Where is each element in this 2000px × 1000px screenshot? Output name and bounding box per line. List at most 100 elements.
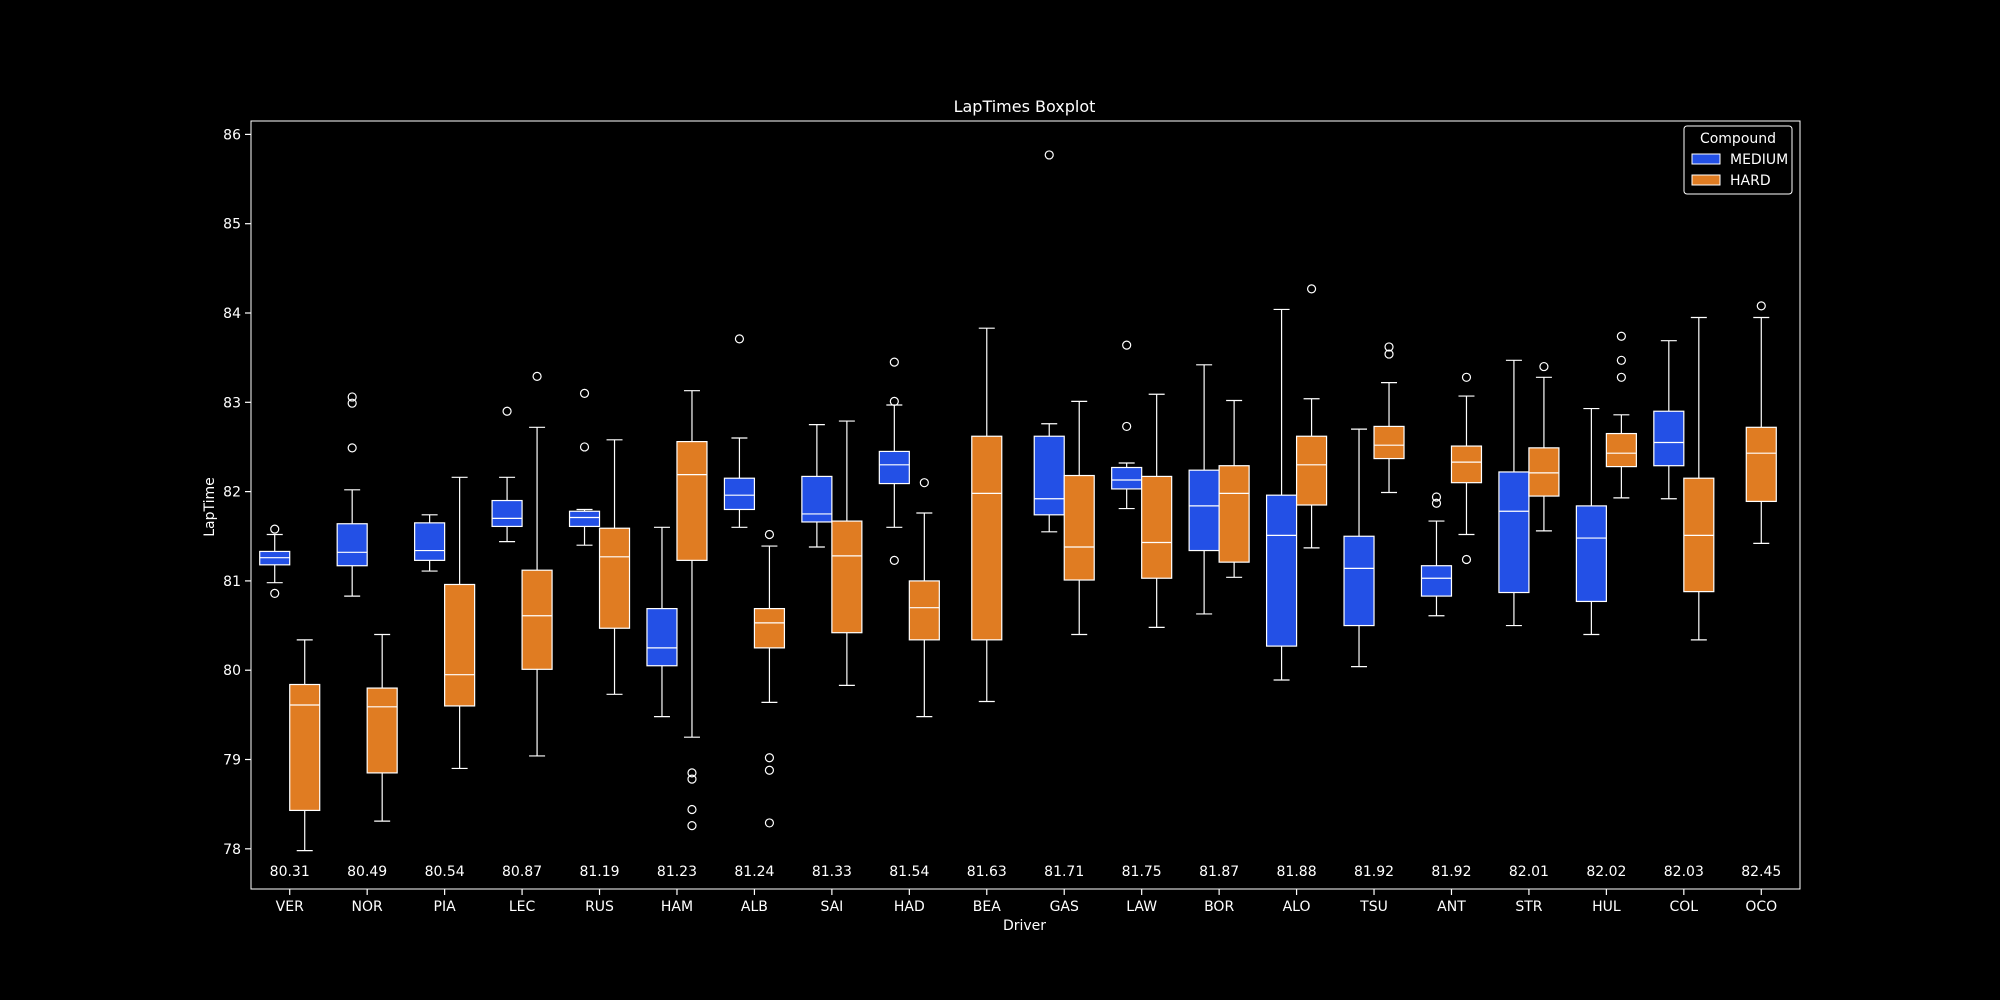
mean-annotation: 81.92 [1431,864,1471,880]
x-tick-label: COL [1670,899,1699,915]
hard-outlier [1616,331,1626,341]
mean-annotation: 81.87 [1199,864,1239,880]
x-tick-label: RUS [585,899,614,915]
x-tick-label: ALO [1283,899,1311,915]
medium-outlier [1431,498,1442,508]
medium-outlier [579,442,590,452]
y-tick-label: 85 [223,217,241,233]
mean-annotation: 81.24 [734,864,774,880]
hard-outlier [1461,372,1472,382]
mean-annotation: 82.02 [1586,864,1626,880]
medium-box [1420,565,1453,597]
plot-frame [250,120,1801,890]
legend-swatch-medium [1691,153,1721,165]
hard-outlier [687,768,697,778]
medium-outlier [347,392,357,402]
hard-box [676,440,708,561]
x-tick-label: PIA [434,899,457,915]
mean-annotation: 80.87 [502,864,542,880]
medium-box [801,475,833,523]
mean-annotation: 81.33 [812,864,852,880]
x-tick-label: SAI [820,899,843,915]
medium-box [336,523,368,567]
hard-box [753,607,786,649]
mean-annotation: 80.49 [347,864,387,880]
hard-outlier [764,753,775,763]
hard-outlier [532,371,542,382]
legend-label-hard: HARD [1730,173,1771,189]
mean-annotation: 80.54 [425,864,465,880]
hard-box [1450,445,1483,484]
medium-outlier [1122,340,1132,350]
mean-annotation: 81.71 [1044,864,1084,880]
medium-box [646,607,678,667]
x-tick-label: OCO [1745,899,1777,915]
y-tick-label: 86 [223,127,241,143]
x-tick-label: ANT [1437,899,1466,915]
hard-box [908,580,940,641]
hard-box [366,687,398,774]
medium-outlier [734,334,745,344]
hard-box [1745,426,1777,503]
mean-annotation: 82.03 [1664,864,1704,880]
legend-swatch-hard [1691,174,1721,186]
medium-box [878,450,910,485]
medium-outlier [347,398,357,408]
legend: Compound MEDIUM HARD [1683,125,1793,195]
hard-outlier [764,818,775,828]
hard-outlier [687,774,697,784]
legend-label-medium: MEDIUM [1730,152,1788,168]
x-tick-label: BOR [1204,899,1234,915]
mean-annotation: 81.92 [1354,864,1394,880]
y-tick-label: 81 [223,574,241,590]
medium-box [1265,494,1298,647]
x-tick-label: GAS [1050,899,1079,915]
y-tick-label: 78 [223,842,241,858]
hard-box [521,569,553,670]
y-tick-label: 79 [223,753,241,769]
hard-box [1373,425,1405,460]
medium-box [1575,505,1607,603]
x-tick-label: ALB [741,899,768,915]
medium-outlier [1044,150,1054,160]
hard-box [444,583,476,707]
x-tick-label: LEC [509,899,536,915]
medium-box [491,499,523,528]
hard-outlier [1384,349,1394,359]
medium-box [1343,535,1375,627]
hard-outlier [919,478,929,488]
medium-outlier [347,443,357,453]
medium-outlier [889,555,899,565]
mean-annotation: 82.45 [1741,864,1781,880]
hard-outlier [687,804,697,815]
x-tick-label: HAM [661,899,693,915]
medium-box [1653,410,1685,467]
medium-box [1498,471,1530,594]
medium-box [414,522,446,561]
medium-outlier [502,406,512,416]
mean-annotation: 81.75 [1122,864,1162,880]
plot-area: 78 79 80 81 82 83 84 85 86 VER 80.31 NOR 80.49 PIA 80.… [223,127,1781,915]
x-tick-label: BEA [973,899,1001,915]
x-tick-label: HAD [894,899,925,915]
medium-box [1111,466,1143,490]
medium-outlier [889,396,899,407]
medium-outlier [1431,492,1442,502]
medium-outlier [270,524,280,534]
mean-annotation: 81.63 [967,864,1007,880]
mean-annotation: 81.23 [657,864,697,880]
mean-annotation: 81.19 [579,864,619,880]
hard-outlier [1616,355,1626,365]
hard-box [831,520,863,634]
y-tick-label: 84 [223,306,241,322]
medium-outlier [270,588,280,599]
medium-box [723,477,756,511]
x-tick-label: STR [1515,899,1542,915]
x-tick-label: VER [276,899,304,915]
hard-box [1218,465,1250,563]
medium-outlier [889,357,899,367]
y-tick-label: 83 [223,395,241,411]
hard-box [1063,474,1095,581]
mean-annotation: 81.54 [889,864,929,880]
